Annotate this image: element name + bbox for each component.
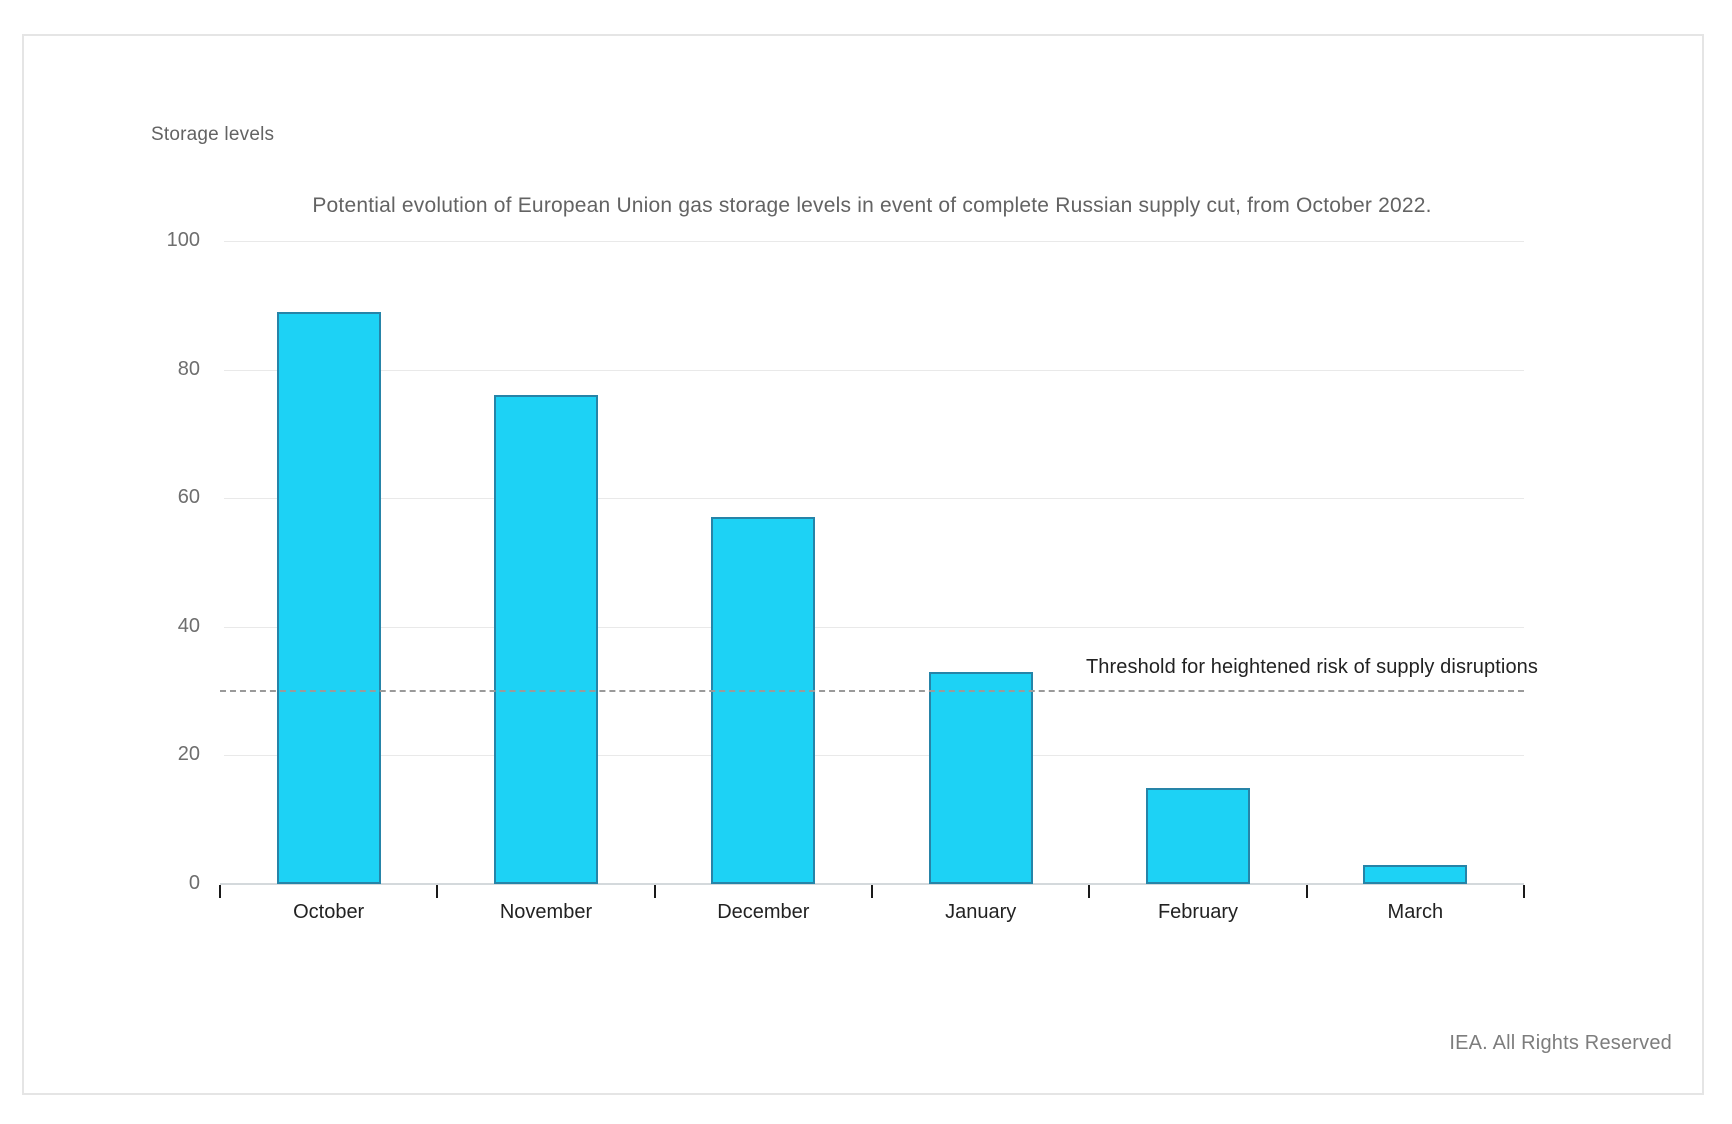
bar-november xyxy=(494,395,598,884)
x-axis-tick-mark xyxy=(871,885,873,898)
gridline-80 xyxy=(224,369,1524,371)
x-axis-category-label-october: October xyxy=(293,901,365,923)
y-axis-tick-label-40: 40 xyxy=(177,614,200,637)
chart-card: Storage levels Potential evolution of Eu… xyxy=(22,34,1704,1095)
bar-december xyxy=(711,517,816,884)
x-axis-line xyxy=(220,883,1524,885)
gridline-20 xyxy=(224,755,1524,757)
x-axis-tick-mark xyxy=(436,885,439,898)
x-axis-tick-mark xyxy=(1088,885,1091,898)
x-axis-tick-mark xyxy=(1523,885,1525,898)
x-axis-tick-mark xyxy=(219,885,221,898)
gridline-60 xyxy=(224,498,1524,500)
y-axis-tick-label-60: 60 xyxy=(177,486,200,509)
x-axis-category-label-march: March xyxy=(1387,901,1444,923)
copyright-credit: IEA. All Rights Reserved xyxy=(1449,1032,1672,1054)
bar-october xyxy=(276,311,381,884)
y-axis-tick-label-20: 20 xyxy=(177,743,200,766)
gridline-100 xyxy=(224,241,1524,242)
bar-chart-plot-area: 0 20 40 60 80 100 October November December Janua… xyxy=(24,36,1706,1093)
y-axis-unit-label: Storage levels xyxy=(151,124,275,145)
y-axis-tick-label-0: 0 xyxy=(188,872,200,894)
bar-february xyxy=(1146,787,1250,884)
x-axis-category-label-december: December xyxy=(717,901,810,923)
x-axis-category-label-february: February xyxy=(1157,901,1238,923)
threshold-dashed-line xyxy=(220,690,1524,693)
y-axis-tick-label-100: 100 xyxy=(166,229,200,251)
threshold-annotation-label: Threshold for heightened risk of supply … xyxy=(1085,656,1538,679)
bar-march xyxy=(1363,864,1468,884)
x-axis-category-label-january: January xyxy=(945,901,1017,923)
gridline-40 xyxy=(224,626,1524,628)
y-axis-tick-label-80: 80 xyxy=(177,357,200,380)
x-axis-category-label-november: November xyxy=(499,901,593,923)
x-axis-tick-mark xyxy=(1305,885,1308,898)
chart-title: Potential evolution of European Union ga… xyxy=(312,194,1432,217)
x-axis-tick-mark xyxy=(653,885,656,898)
bar-january xyxy=(928,671,1033,884)
